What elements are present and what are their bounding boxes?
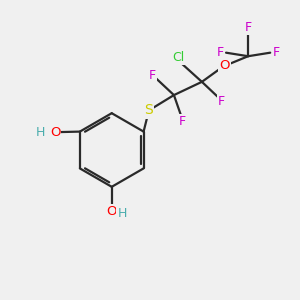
Text: O: O [219,59,230,72]
Text: F: F [217,46,224,59]
Text: F: F [179,115,186,128]
Text: F: F [148,69,156,82]
Text: S: S [145,103,153,117]
Text: H: H [117,207,127,220]
Text: F: F [218,95,225,108]
Text: O: O [50,126,60,139]
Text: Cl: Cl [172,51,184,64]
Text: F: F [244,22,252,34]
Text: O: O [106,205,117,218]
Text: F: F [272,46,280,59]
Text: H: H [36,126,45,139]
